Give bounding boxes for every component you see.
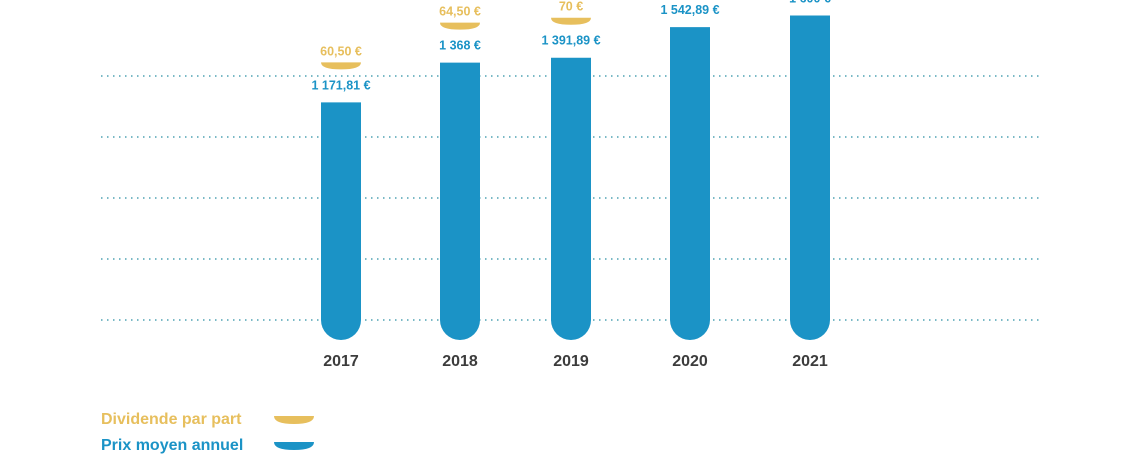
x-tick-label-2020: 2020: [672, 353, 708, 370]
bar-prix-moyen-2017: [321, 102, 361, 340]
dividend-mark-2019: [551, 17, 591, 25]
bar-prix-moyen-2019: [551, 57, 591, 341]
legend-item-dividend: Dividende par part: [101, 411, 314, 429]
legend-swatch-price: [274, 442, 314, 450]
legend-item-price: Prix moyen annuel: [101, 437, 314, 455]
dividend-label-2019: 70 €: [559, 0, 583, 14]
price-label-2021: 1 600 €: [789, 0, 831, 6]
legend-label-dividend: Dividende par part: [101, 411, 242, 428]
price-label-2018: 1 368 €: [439, 39, 481, 53]
x-tick-label-2018: 2018: [442, 353, 478, 370]
x-tick-label-2021: 2021: [792, 353, 828, 370]
bar-prix-moyen-2020: [670, 27, 710, 341]
price-label-2019: 1 391,89 €: [541, 34, 600, 48]
bar-prix-moyen-2018: [440, 62, 480, 340]
legend-label-price: Prix moyen annuel: [101, 437, 244, 454]
price-label-2020: 1 542,89 €: [660, 3, 719, 17]
x-tick-label-2017: 2017: [323, 353, 359, 370]
dividend-mark-2018: [440, 22, 480, 30]
chart-bars: [321, 15, 830, 341]
dividend-label-2018: 64,50 €: [439, 5, 481, 19]
price-label-2017: 1 171,81 €: [311, 78, 370, 92]
dividend-mark-2017: [321, 62, 361, 70]
chart-labels: 1 171,81 € 60,50 € 2017 1 368 € 64,50 € 2018 1…: [311, 0, 830, 370]
dividend-label-2017: 60,50 €: [320, 44, 362, 58]
bar-prix-moyen-2021: [790, 15, 830, 341]
legend-swatch-dividend: [274, 416, 314, 424]
x-tick-label-2019: 2019: [553, 353, 589, 370]
